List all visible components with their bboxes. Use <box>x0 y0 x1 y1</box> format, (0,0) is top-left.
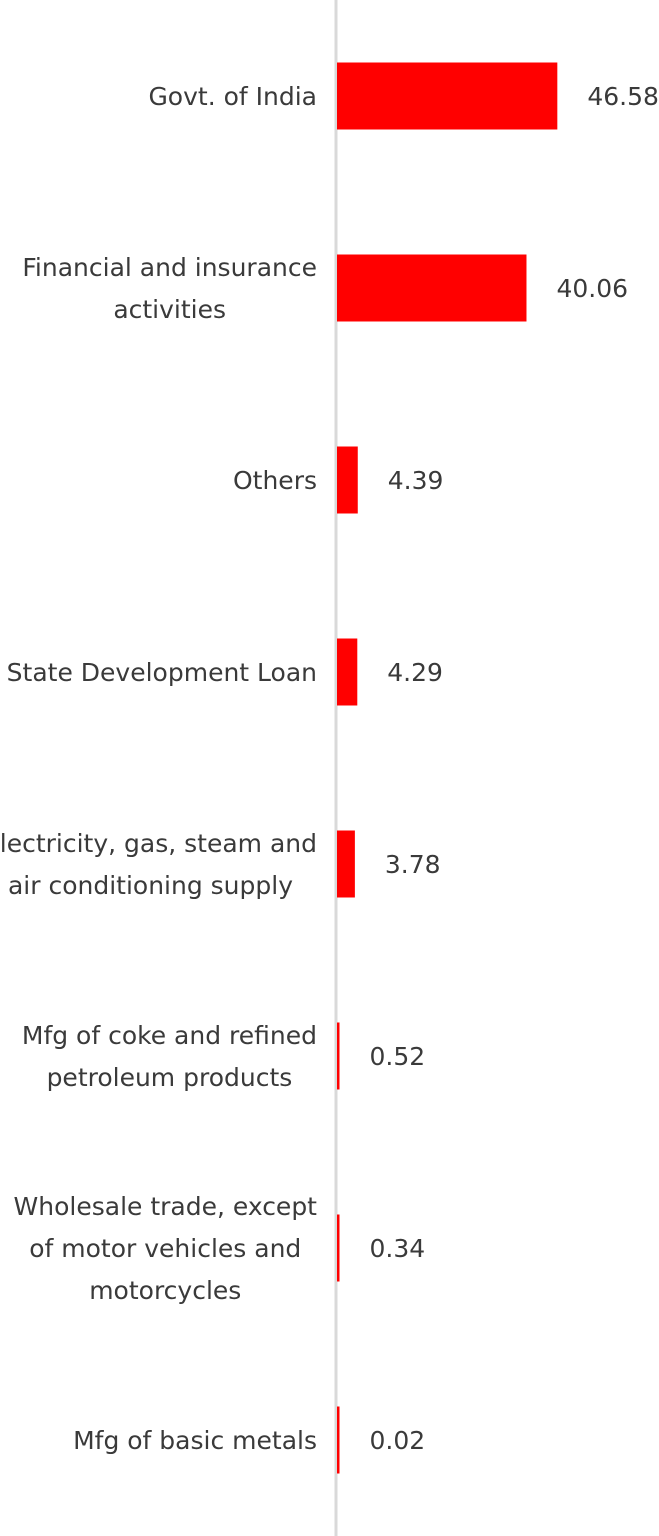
bar-5 <box>337 830 355 898</box>
bar-4 <box>337 638 358 706</box>
category-label-line: motorcycles <box>89 1276 241 1305</box>
category-label-line: of motor vehicles and <box>29 1234 301 1263</box>
value-labels-group: 46.58 40.06 4.39 4.29 3.78 0.52 0.34 0.02 <box>370 82 659 1455</box>
value-label-1: 46.58 <box>587 82 659 111</box>
category-label-line: State Development Loan <box>7 658 317 687</box>
category-label-1: Govt. of India <box>148 82 317 111</box>
category-label-line: Financial and insurance <box>22 253 317 282</box>
value-label-4: 4.29 <box>387 658 443 687</box>
bar-1 <box>337 62 558 130</box>
bar-3 <box>337 446 358 514</box>
category-label-7: Wholesale trade, except of motor vehicles… <box>14 1192 318 1305</box>
category-label-line: Govt. of India <box>148 82 317 111</box>
value-label-6: 0.52 <box>370 1042 426 1071</box>
value-label-5: 3.78 <box>385 850 441 879</box>
bar-7 <box>337 1214 340 1282</box>
category-label-4: State Development Loan <box>7 658 317 687</box>
value-label-3: 4.39 <box>388 466 444 495</box>
category-label-line: Mfg of basic metals <box>73 1426 317 1455</box>
category-label-2: Financial and insurance activities <box>22 253 317 324</box>
bar-6 <box>337 1022 340 1090</box>
value-label-8: 0.02 <box>370 1426 426 1455</box>
bar-8 <box>337 1406 340 1474</box>
bars-group <box>337 62 558 1474</box>
category-label-5: Electricity, gas, steam and air condition… <box>0 829 317 900</box>
category-label-3: Others <box>233 466 317 495</box>
bar-2 <box>337 254 527 322</box>
value-label-2: 40.06 <box>556 274 628 303</box>
category-label-line: activities <box>113 295 226 324</box>
category-label-line: petroleum products <box>47 1063 293 1092</box>
category-label-line: air conditioning supply <box>8 871 293 900</box>
category-label-line: Electricity, gas, steam and <box>0 829 317 858</box>
category-label-8: Mfg of basic metals <box>73 1426 317 1455</box>
category-label-line: Others <box>233 466 317 495</box>
category-label-line: Wholesale trade, except <box>14 1192 318 1221</box>
value-label-7: 0.34 <box>370 1234 426 1263</box>
category-label-6: Mfg of coke and refined petroleum product… <box>22 1021 317 1092</box>
category-labels-group: Govt. of India Financial and insurance act… <box>0 82 317 1455</box>
category-label-line: Mfg of coke and refined <box>22 1021 317 1050</box>
